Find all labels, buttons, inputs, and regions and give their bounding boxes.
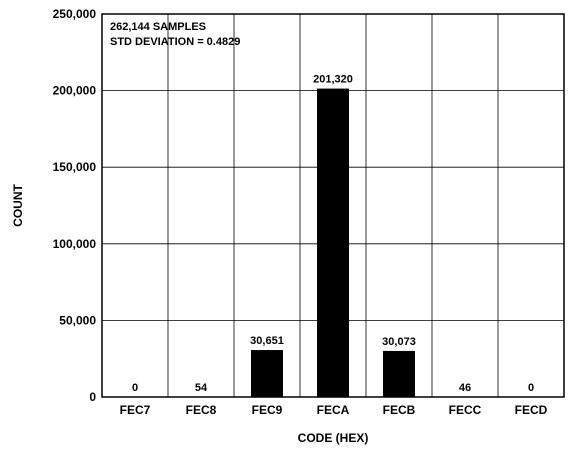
- data-label: 201,320: [313, 74, 353, 86]
- bar: [317, 88, 349, 397]
- y-tick-label: 100,000: [53, 237, 97, 251]
- y-tick-label: 150,000: [53, 160, 97, 174]
- x-axis-categories: FEC7 FEC8 FEC9 FECA FECB FECC FECD: [120, 403, 548, 417]
- x-tick-label: FEC9: [252, 403, 283, 417]
- x-tick-label: FECB: [383, 403, 416, 417]
- y-tick-label: 0: [89, 390, 96, 404]
- data-label: 30,651: [250, 335, 284, 347]
- data-label: 54: [195, 382, 208, 394]
- x-tick-label: FECA: [317, 403, 350, 417]
- plot-area-frame: [101, 13, 565, 398]
- data-label: 46: [459, 382, 471, 394]
- data-labels: 0 54 30,651 201,320 30,073 46 0: [132, 74, 534, 394]
- y-tick-label: 50,000: [59, 313, 96, 327]
- bars: [185, 88, 481, 397]
- bar: [251, 350, 283, 397]
- x-tick-label: FECD: [515, 403, 548, 417]
- x-axis-label: CODE (HEX): [298, 431, 369, 445]
- annotation-std-deviation: STD DEVIATION = 0.4829: [110, 36, 240, 48]
- y-tick-label: 250,000: [53, 7, 97, 21]
- data-label: 0: [528, 382, 534, 394]
- x-tick-label: FEC8: [186, 403, 217, 417]
- y-axis-label: COUNT: [11, 184, 25, 227]
- x-tick-label: FECC: [449, 403, 482, 417]
- data-label: 30,073: [382, 336, 416, 348]
- bar: [383, 350, 415, 397]
- data-label: 0: [132, 382, 138, 394]
- y-tick-label: 200,000: [53, 84, 97, 98]
- grid: [102, 14, 564, 397]
- y-axis-ticks: 0 50,000 100,000 150,000 200,000 250,000: [53, 7, 97, 404]
- annotation-samples: 262,144 SAMPLES: [110, 21, 206, 33]
- x-tick-label: FEC7: [120, 403, 151, 417]
